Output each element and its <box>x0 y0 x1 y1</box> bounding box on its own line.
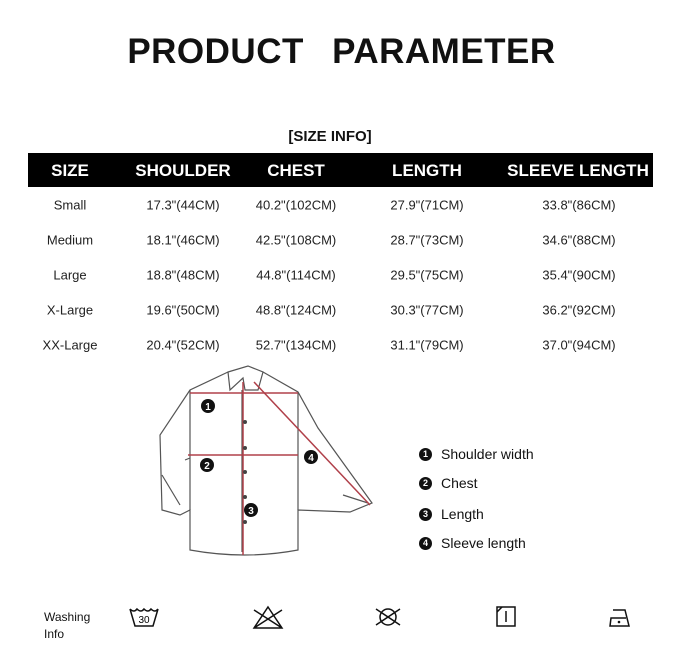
washing-info-label: Washing Info <box>44 609 90 643</box>
size-info-heading: [SIZE INFO] <box>288 128 372 145</box>
legend-number: 3 <box>419 507 432 521</box>
do-not-tumble-dry-icon <box>375 608 401 626</box>
legend-number: 1 <box>419 447 432 461</box>
low-iron-icon <box>609 609 630 627</box>
cell-chest: 48.8"(124CM) <box>255 302 337 318</box>
legend-label: Chest <box>441 475 478 491</box>
header-chest: CHEST <box>267 161 325 180</box>
marker-1: 1 <box>201 399 215 413</box>
marker-4: 4 <box>304 450 318 464</box>
cell-size: Large <box>53 267 87 283</box>
cell-chest: 44.8"(114CM) <box>256 267 336 283</box>
table-header: SIZE SHOULDER CHEST LENGTH SLEEVE LENGTH <box>28 153 653 187</box>
page-title: PRODUCT PARAMETER <box>127 32 556 71</box>
cell-chest: 42.5"(108CM) <box>255 232 337 248</box>
svg-text:1: 1 <box>205 402 211 413</box>
header-size: SIZE <box>51 161 89 180</box>
cell-size: Small <box>53 197 87 213</box>
cell-shoulder: 17.3"(44CM) <box>146 197 220 213</box>
do-not-bleach-icon <box>252 605 284 629</box>
svg-text:4: 4 <box>308 453 314 464</box>
cell-sleeve-length: 34.6"(88CM) <box>542 232 616 248</box>
cell-sleeve-length: 35.4"(90CM) <box>542 267 616 283</box>
svg-text:3: 3 <box>248 506 254 517</box>
cell-size: Medium <box>46 232 94 248</box>
cell-sleeve-length: 36.2"(92CM) <box>542 302 616 318</box>
legend-shoulder-width: 1 Shoulder width <box>419 446 534 462</box>
cell-length: 29.5"(75CM) <box>390 267 464 283</box>
legend-label: Shoulder width <box>441 446 534 462</box>
header-length: LENGTH <box>392 161 462 180</box>
legend-length: 3 Length <box>419 506 484 522</box>
cell-shoulder: 18.1"(46CM) <box>146 232 220 248</box>
svg-text:30: 30 <box>138 615 150 626</box>
wash-30-icon: 30 <box>129 607 159 627</box>
cell-chest: 52.7"(134CM) <box>255 337 337 353</box>
legend-label: Sleeve length <box>441 535 526 551</box>
cell-sleeve-length: 37.0"(94CM) <box>542 337 616 353</box>
cell-sleeve-length: 33.8"(86CM) <box>542 197 616 213</box>
cell-shoulder: 18.8"(48CM) <box>146 267 220 283</box>
cell-shoulder: 20.4"(52CM) <box>146 337 220 353</box>
shirt-diagram: 1 2 3 4 <box>159 365 373 556</box>
marker-3: 3 <box>244 503 258 517</box>
cell-size: X-Large <box>46 302 94 318</box>
cell-length: 30.3"(77CM) <box>390 302 464 318</box>
washing-label-line2: Info <box>44 627 65 641</box>
legend-label: Length <box>441 506 484 522</box>
legend-sleeve-length: 4 Sleeve length <box>419 535 526 551</box>
cell-length: 27.9"(71CM) <box>390 197 464 213</box>
cell-size: XX-Large <box>42 337 98 353</box>
sleeve-measure-line <box>253 381 371 506</box>
drip-dry-icon <box>496 606 516 627</box>
header-shoulder: SHOULDER <box>135 161 231 180</box>
measure-lines <box>188 381 371 555</box>
cell-chest: 40.2"(102CM) <box>255 197 337 213</box>
legend-chest: 2 Chest <box>419 475 478 491</box>
buttons <box>243 420 247 524</box>
header-sleeve-length: SLEEVE LENGTH <box>507 161 649 180</box>
washing-label-line1: Washing <box>44 610 91 624</box>
cell-shoulder: 19.6"(50CM) <box>146 302 220 318</box>
svg-text:2: 2 <box>204 461 210 472</box>
shirt-outline <box>159 365 373 556</box>
cell-length: 28.7"(73CM) <box>390 232 464 248</box>
cell-length: 31.1"(79CM) <box>390 337 464 353</box>
legend-number: 2 <box>419 476 432 490</box>
legend-number: 4 <box>419 536 432 550</box>
marker-2: 2 <box>200 458 214 472</box>
